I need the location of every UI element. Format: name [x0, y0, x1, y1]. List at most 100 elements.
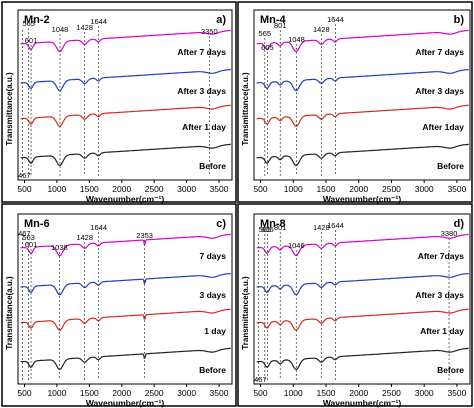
x-axis-label: Wavenumber(cm⁻¹)	[323, 398, 401, 408]
panel-d: Mn-8 d) 500 1000 1500 2000 2500 3000 3500 Wavenum…	[237, 203, 473, 408]
x-tick-label: 3500	[447, 184, 466, 194]
sample-label: Mn-4	[260, 14, 287, 26]
sample-label: Mn-6	[24, 218, 50, 230]
plot-area	[17, 213, 233, 385]
plot-area	[253, 9, 471, 181]
y-axis-label: Transmittance(a.u.)	[5, 72, 14, 146]
x-tick-label: 1000	[284, 184, 303, 194]
series-label: Before	[199, 365, 226, 375]
panel-letter: a)	[216, 14, 226, 26]
peak-label: 1644	[327, 15, 344, 24]
peak-label: 2353	[136, 231, 153, 240]
series-label: 3 days	[200, 290, 227, 300]
peak-label: 606	[261, 225, 274, 234]
peak-label: 563	[22, 233, 35, 242]
series-label: After 3 days	[415, 290, 464, 300]
series-line	[20, 273, 231, 296]
x-tick-label: 1000	[47, 184, 66, 194]
peak-label: 1038	[51, 243, 68, 252]
x-tick-label: 1500	[317, 184, 336, 194]
peak-label: 601	[25, 240, 38, 249]
series-line	[20, 233, 231, 257]
panel-letter: b)	[454, 14, 465, 26]
panel-c: Mn-6 c) 500 1000 1500 2000 2500 3000 3500 Wavenum…	[1, 203, 237, 408]
peak-label: 565	[259, 29, 272, 38]
x-tick-label: 3500	[210, 184, 229, 194]
series-label: After 1 day	[182, 122, 226, 132]
peak-label: 801	[274, 21, 287, 30]
peak-label: 3380	[441, 229, 458, 238]
peak-label: 1428	[313, 223, 330, 232]
x-tick-label: 2500	[382, 388, 401, 398]
x-tick-label: 2500	[145, 388, 164, 398]
x-tick-label: 1000	[47, 388, 66, 398]
x-tick-label: 2000	[349, 388, 368, 398]
series-label: After 3 days	[415, 86, 464, 96]
peak-label: 601	[25, 36, 38, 45]
series-line	[256, 29, 469, 53]
plot-area	[17, 9, 233, 181]
x-tick-label: 2500	[145, 184, 164, 194]
series-line	[20, 143, 231, 167]
peak-label: 565	[259, 225, 272, 234]
series-label: After 7days	[418, 251, 465, 261]
series-label: Before	[437, 365, 464, 375]
peak-label: 467	[254, 375, 267, 384]
series-label: After 3 days	[177, 86, 226, 96]
x-tick-label: 3000	[177, 184, 196, 194]
x-tick-label: 3000	[177, 388, 196, 398]
series-line	[256, 69, 469, 92]
x-tick-label: 500	[253, 388, 267, 398]
x-tick-label: 1500	[317, 388, 336, 398]
series-label: After 1day	[422, 122, 464, 132]
series-line	[256, 143, 469, 167]
x-tick-label: 500	[253, 184, 267, 194]
series-label: After 1 day	[420, 326, 464, 336]
panel-frame	[1, 203, 237, 407]
series-line	[20, 69, 231, 92]
peak-label: 1428	[76, 233, 93, 242]
series-label: Before	[437, 161, 464, 171]
series-line	[20, 308, 231, 331]
series-line	[20, 29, 231, 53]
panel-frame	[237, 203, 473, 407]
plot-area	[253, 213, 471, 385]
x-tick-label: 3000	[415, 184, 434, 194]
sample-label: Mn-8	[260, 218, 286, 230]
series-label: 7 days	[200, 251, 227, 261]
panel-frame	[237, 1, 473, 203]
x-tick-label: 3500	[447, 388, 466, 398]
series-line	[256, 104, 469, 127]
panel-b: Mn-4 b) 500 1000 1500 2000 2500 3000 3500 Wavenum…	[237, 1, 473, 204]
series-label: After 7 days	[177, 47, 226, 57]
x-tick-label: 1000	[284, 388, 303, 398]
peak-label: 1048	[288, 35, 305, 44]
y-axis-label: Transmittance(a.u.)	[5, 276, 14, 350]
peak-label: 1644	[327, 221, 344, 230]
peak-label: 1428	[76, 23, 93, 32]
peak-label: 1048	[52, 25, 69, 34]
peak-label: 1046	[288, 241, 305, 250]
x-tick-label: 1500	[80, 184, 99, 194]
x-tick-label: 500	[17, 184, 31, 194]
peak-label: 3350	[201, 27, 218, 36]
series-label: Before	[199, 161, 226, 171]
sample-label: Mn-2	[24, 14, 50, 26]
series-line	[20, 104, 231, 127]
series-line	[256, 233, 469, 257]
x-tick-label: 2000	[112, 388, 131, 398]
peak-label: 801	[274, 223, 287, 232]
peak-label: 605	[261, 43, 274, 52]
panel-letter: c)	[216, 218, 226, 230]
panel-a: Mn-2 a) 500 1000 1500 2000 2500 3000 3500 Wavenum…	[1, 1, 237, 204]
x-tick-label: 3000	[415, 388, 434, 398]
series-line	[256, 308, 469, 331]
peak-label: 565	[22, 19, 35, 28]
panel-letter: d)	[454, 218, 465, 230]
peak-label: 1644	[90, 223, 107, 232]
peak-label: 1644	[90, 17, 107, 26]
x-tick-label: 1500	[80, 388, 99, 398]
series-label: 1 day	[204, 326, 226, 336]
panel-frame	[1, 1, 237, 203]
